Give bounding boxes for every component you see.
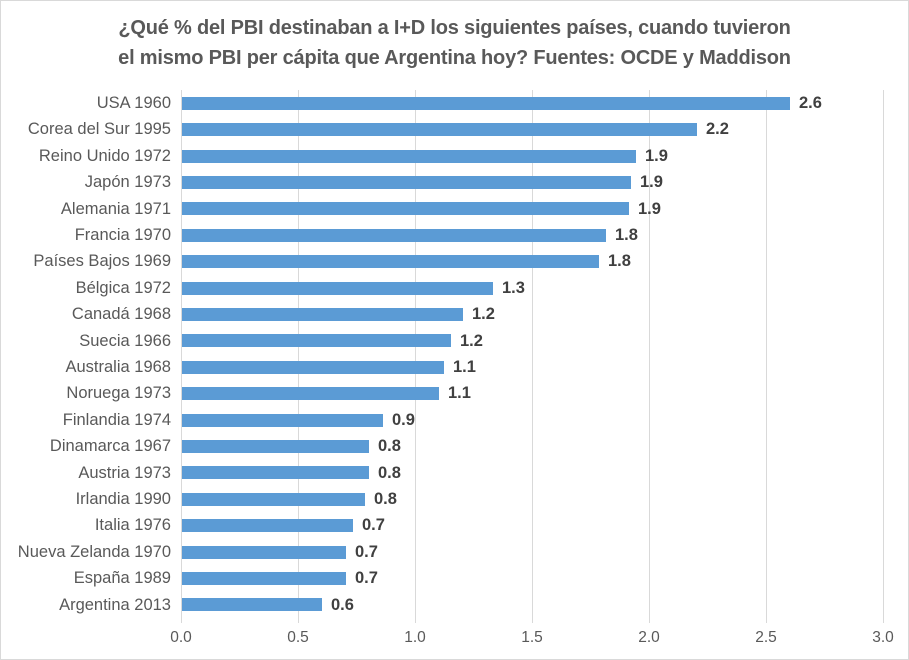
bar — [182, 598, 322, 612]
bar — [182, 492, 365, 506]
axis-tick — [649, 618, 650, 623]
data-label: 0.7 — [362, 516, 385, 535]
category-label: España 1989 — [73, 569, 171, 588]
category-label: Nueva Zelanda 1970 — [17, 542, 171, 561]
x-tick-label: 2.0 — [638, 629, 660, 646]
data-label: 0.7 — [355, 569, 378, 588]
bar — [182, 175, 631, 189]
category-label: Japón 1973 — [84, 173, 171, 192]
category-label: Reino Unido 1972 — [38, 146, 171, 165]
category-label: USA 1960 — [96, 94, 171, 112]
data-label: 1.9 — [645, 146, 668, 165]
data-label: 0.6 — [331, 595, 354, 614]
data-label: 0.8 — [378, 437, 401, 456]
data-label: 2.2 — [706, 120, 729, 139]
plot-area: 2.6 2.2 1.9 1.9 1.9 1.8 1.8 1.3 1.2 1.2 1.1 1.1 0.9 0… — [181, 90, 884, 623]
bar — [182, 123, 697, 137]
bar — [182, 413, 383, 427]
data-label: 1.9 — [640, 173, 663, 192]
axis-tick — [298, 618, 299, 623]
category-label: Corea del Sur 1995 — [27, 120, 171, 139]
bar — [182, 545, 346, 559]
bar — [182, 360, 444, 374]
data-label: 0.7 — [355, 542, 378, 561]
chart-title-line1: ¿Qué % del PBI destinaban a I+D los sigu… — [118, 17, 791, 39]
axis-tick — [532, 618, 533, 623]
bar — [182, 307, 463, 321]
axis-tick — [415, 618, 416, 623]
gridline — [415, 90, 416, 618]
category-label: Países Bajos 1969 — [33, 252, 171, 271]
category-label: Noruega 1973 — [66, 384, 171, 403]
data-label: 1.8 — [608, 252, 631, 271]
category-label: Argentina 2013 — [59, 595, 171, 614]
data-label: 1.3 — [502, 278, 525, 297]
gridline — [649, 90, 650, 618]
bar — [182, 149, 636, 163]
chart-title: ¿Qué % del PBI destinaban a I+D los sigu… — [1, 13, 908, 73]
category-label: Dinamarca 1967 — [49, 437, 171, 456]
bar — [182, 439, 369, 453]
data-label: 0.9 — [392, 410, 415, 429]
x-tick-label: 0.5 — [287, 629, 309, 646]
category-label: Alemania 1971 — [60, 199, 171, 218]
bar — [182, 571, 346, 585]
chart-title-line2: el mismo PBI per cápita que Argentina ho… — [118, 47, 791, 69]
data-label: 1.1 — [448, 384, 471, 403]
x-tick-label: 2.5 — [755, 629, 777, 646]
category-label: Francia 1970 — [74, 226, 171, 244]
data-label: 1.2 — [472, 305, 495, 324]
axis-tick — [181, 618, 182, 623]
bar — [182, 387, 439, 401]
gridline — [181, 90, 182, 618]
x-tick-label: 1.0 — [404, 629, 426, 646]
data-label: 2.6 — [799, 94, 822, 112]
gridline — [766, 90, 767, 618]
bar — [182, 466, 369, 480]
category-label: Canadá 1968 — [71, 305, 171, 324]
data-label: 1.1 — [453, 358, 476, 376]
bar — [182, 228, 606, 242]
axis-tick — [883, 618, 884, 623]
x-tick-label: 3.0 — [872, 629, 894, 646]
category-label: Irlandia 1990 — [75, 490, 171, 508]
x-tick-label: 1.5 — [521, 629, 543, 646]
category-label: Australia 1968 — [65, 358, 172, 376]
category-label: Finlandia 1974 — [62, 410, 171, 429]
bar — [182, 334, 451, 348]
bar — [182, 96, 790, 110]
category-label: Italia 1976 — [94, 516, 171, 535]
gridline — [532, 90, 533, 618]
bar — [182, 519, 353, 533]
x-tick-label: 0.0 — [170, 629, 192, 646]
axis-tick — [766, 618, 767, 623]
data-label: 0.8 — [378, 463, 401, 482]
category-label: Suecia 1966 — [79, 331, 171, 350]
bar — [182, 281, 493, 295]
bar — [182, 255, 599, 269]
category-label: Bélgica 1972 — [75, 278, 171, 297]
gridline — [883, 90, 884, 618]
data-label: 1.2 — [460, 331, 483, 350]
data-label: 1.8 — [615, 226, 638, 244]
gridline — [298, 90, 299, 618]
x-axis: 0.0 0.5 1.0 1.5 2.0 2.5 3.0 — [170, 629, 894, 653]
category-label: Austria 1973 — [78, 463, 171, 482]
bar — [182, 202, 629, 216]
data-label: 1.9 — [638, 199, 661, 218]
data-label: 0.8 — [374, 490, 397, 508]
